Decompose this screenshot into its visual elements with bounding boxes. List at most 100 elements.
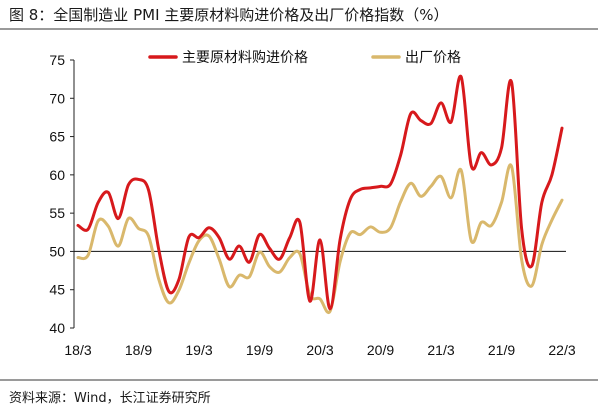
data-point xyxy=(178,289,180,291)
data-point xyxy=(127,184,129,186)
x-tick-label: 19/3 xyxy=(185,342,212,358)
data-point xyxy=(531,265,533,267)
data-point xyxy=(97,201,99,203)
data-point xyxy=(379,231,381,233)
data-point xyxy=(178,279,180,281)
data-point xyxy=(410,112,412,114)
data-point xyxy=(309,300,311,302)
data-point xyxy=(460,76,462,78)
data-point xyxy=(349,198,351,200)
data-point xyxy=(440,102,442,104)
data-point xyxy=(470,240,472,242)
data-point xyxy=(289,256,291,258)
data-point xyxy=(147,189,149,191)
data-point xyxy=(228,258,230,260)
data-point xyxy=(228,285,230,287)
data-point xyxy=(168,302,170,304)
data-point xyxy=(551,219,553,221)
legend-label: 出厂价格 xyxy=(405,50,461,66)
data-point xyxy=(248,276,250,278)
data-point xyxy=(107,191,109,193)
x-tick-label: 20/9 xyxy=(367,342,394,358)
data-point xyxy=(520,259,522,261)
legend-label: 主要原材料购进价格 xyxy=(182,50,308,66)
data-point xyxy=(289,236,291,238)
data-point xyxy=(460,169,462,171)
x-tick-label: 22/3 xyxy=(548,342,575,358)
data-point xyxy=(531,285,533,287)
series-lines xyxy=(76,75,564,315)
data-point xyxy=(319,298,321,300)
data-point xyxy=(127,217,129,219)
y-tick-label: 60 xyxy=(49,167,65,183)
data-point xyxy=(329,308,331,310)
y-tick-label: 65 xyxy=(49,129,65,145)
data-point xyxy=(218,236,220,238)
data-point xyxy=(389,183,391,185)
source-divider xyxy=(0,379,598,381)
data-point xyxy=(157,278,159,280)
y-tick-label: 75 xyxy=(49,52,65,68)
data-point xyxy=(490,164,492,166)
data-point xyxy=(107,225,109,227)
x-tick-label: 20/3 xyxy=(306,342,333,358)
data-point xyxy=(208,226,210,228)
data-point xyxy=(137,178,139,180)
data-point xyxy=(218,258,220,260)
data-point xyxy=(510,81,512,83)
legend: 主要原材料购进价格 出厂价格 xyxy=(148,50,461,66)
data-point xyxy=(278,271,280,273)
data-point xyxy=(238,274,240,276)
y-tick-label: 50 xyxy=(49,243,65,259)
x-tick-label: 21/9 xyxy=(488,342,515,358)
data-point xyxy=(299,221,301,223)
data-point xyxy=(510,165,512,167)
x-tick-label: 18/9 xyxy=(125,342,152,358)
data-point xyxy=(561,199,563,201)
data-point xyxy=(470,164,472,166)
data-point xyxy=(299,253,301,255)
data-point xyxy=(77,256,79,258)
data-point xyxy=(520,228,522,230)
data-point xyxy=(188,262,190,264)
data-point xyxy=(87,228,89,230)
data-point xyxy=(147,235,149,237)
data-point xyxy=(157,248,159,250)
data-point xyxy=(258,251,260,253)
data-point xyxy=(369,226,371,228)
figure-title: 图 8：全国制造业 PMI 主要原材料购进价格及出厂价格指数（%） xyxy=(9,6,449,24)
data-point xyxy=(541,243,543,245)
data-point xyxy=(198,236,200,238)
data-point xyxy=(359,188,361,190)
y-axis: 40 45 50 55 60 65 70 75 xyxy=(49,52,75,336)
data-point xyxy=(541,201,543,203)
data-point xyxy=(480,151,482,153)
x-tick-label: 18/3 xyxy=(64,342,91,358)
data-point xyxy=(389,226,391,228)
data-point xyxy=(117,245,119,247)
y-tick-label: 40 xyxy=(49,320,65,336)
y-tick-label: 55 xyxy=(49,205,65,221)
data-point xyxy=(410,182,412,184)
data-point xyxy=(188,236,190,238)
data-point xyxy=(349,232,351,234)
data-point xyxy=(87,254,89,256)
data-point xyxy=(399,154,401,156)
data-point xyxy=(379,185,381,187)
series-line-1 xyxy=(76,163,564,315)
data-point xyxy=(278,258,280,260)
data-point xyxy=(430,185,432,187)
data-point xyxy=(319,239,321,241)
data-point xyxy=(490,224,492,226)
source-note: 资料来源：Wind，长江证券研究所 xyxy=(9,391,211,406)
x-tick-label: 21/3 xyxy=(427,342,454,358)
x-axis: 18/3 18/9 19/3 19/9 20/3 20/9 21/3 21/9 22/3 xyxy=(64,342,575,358)
title-divider xyxy=(0,28,598,30)
data-point xyxy=(359,233,361,235)
data-point xyxy=(339,260,341,262)
data-point xyxy=(480,221,482,223)
data-point xyxy=(238,245,240,247)
data-point xyxy=(551,174,553,176)
series-line-0 xyxy=(76,75,564,311)
data-point xyxy=(440,175,442,177)
